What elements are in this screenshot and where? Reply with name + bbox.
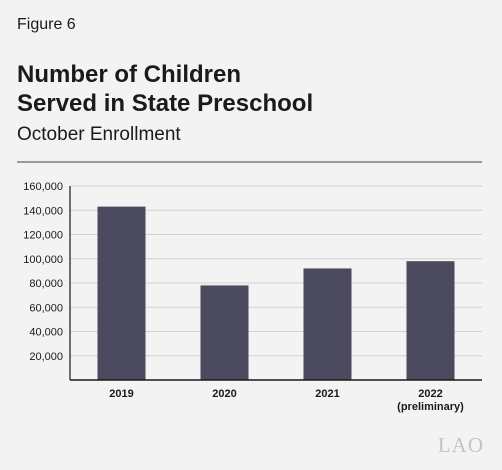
y-tick-label: 120,000 — [23, 230, 63, 242]
x-tick-label: 2021 — [315, 388, 339, 400]
x-tick-label: 2022 — [418, 388, 442, 400]
bar-2020 — [200, 285, 249, 380]
x-tick-label: 2019 — [109, 388, 133, 400]
bar-2019 — [97, 206, 146, 380]
x-tick-label: 2020 — [212, 388, 236, 400]
y-tick-label: 20,000 — [29, 351, 63, 363]
chart-title: Number of Children Served in State Presc… — [17, 60, 477, 118]
chart-subtitle: October Enrollment — [17, 124, 181, 145]
figure-label: Figure 6 — [17, 16, 76, 33]
lao-logo: LAO — [437, 433, 484, 457]
y-tick-label: 40,000 — [29, 327, 63, 339]
y-tick-label: 80,000 — [29, 278, 63, 290]
y-tick-label: 100,000 — [23, 254, 63, 266]
bar-2022 — [406, 261, 455, 380]
y-tick-label: 140,000 — [23, 205, 63, 217]
chart-title-line-2: Served in State Preschool — [17, 90, 314, 117]
title-divider — [17, 161, 482, 163]
chart-title-line-1: Number of Children — [17, 61, 242, 88]
bar-2021 — [303, 268, 352, 380]
y-tick-label: 60,000 — [29, 302, 63, 314]
bar-chart: 20,000 40,000 60,000 80,000 100,000 120,000 14… — [23, 181, 482, 413]
y-tick-label: 160,000 — [23, 181, 63, 193]
x-tick-sublabel: (preliminary) — [397, 401, 464, 413]
